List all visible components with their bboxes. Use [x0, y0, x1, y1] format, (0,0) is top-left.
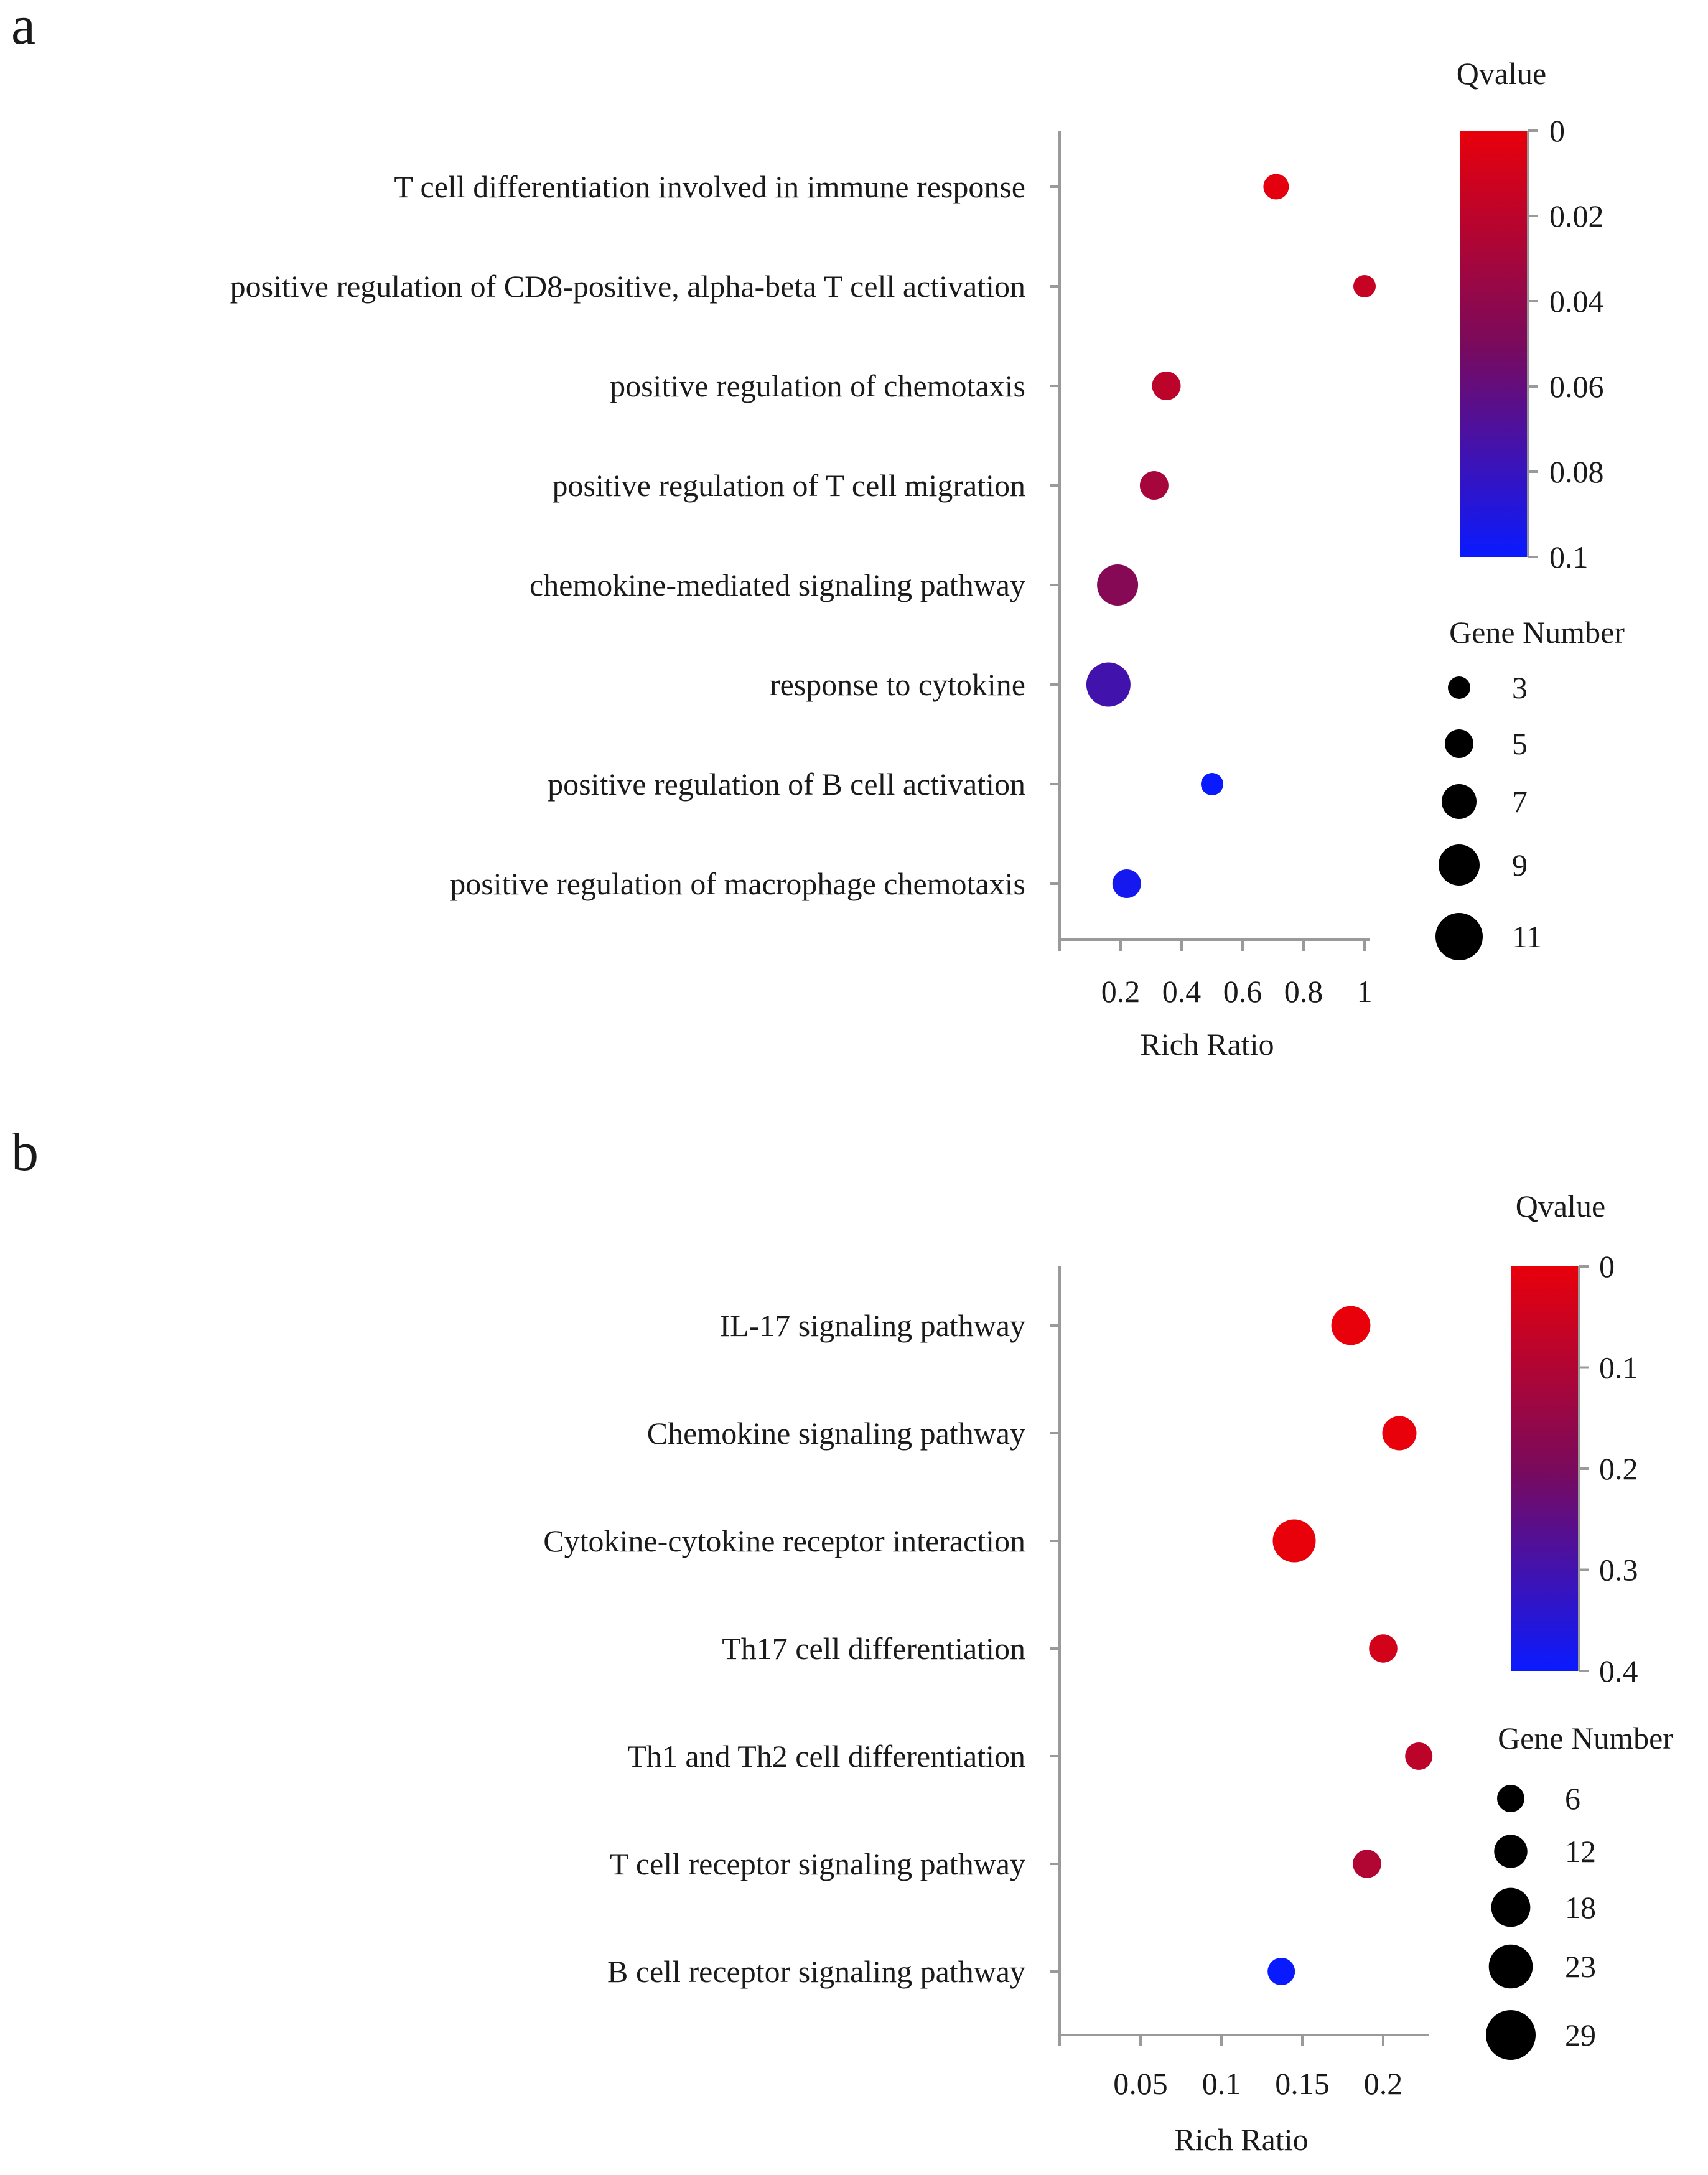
panel-a-category-label: T cell differentiation involved in immun…: [394, 169, 1025, 204]
panel-a-data-point: [1112, 869, 1141, 898]
panel-b-qvalue-legend-title: Qvalue: [1516, 1189, 1605, 1223]
panel-a-letter: a: [11, 0, 35, 56]
panel-b-size-legend-label: 6: [1565, 1781, 1580, 1816]
panel-b-size-legend-label: 23: [1565, 1949, 1596, 1984]
panel-a-colorbar-tick-label: 0.06: [1549, 369, 1604, 404]
panel-a-x-tick-label: 0.2: [1101, 974, 1141, 1009]
panel-b-x-tick-label: 0.2: [1364, 2066, 1403, 2101]
panel-a-category-label: positive regulation of macrophage chemot…: [450, 866, 1025, 901]
panel-a-data-point: [1201, 773, 1223, 795]
panel-a-x-tick-label: 0.4: [1162, 974, 1202, 1009]
panel-b-category-label: Th17 cell differentiation: [722, 1631, 1025, 1666]
panel-a-category-label: chemokine-mediated signaling pathway: [530, 568, 1025, 602]
panel-a-colorbar-tick-label: 0: [1549, 113, 1565, 148]
panel-a-size-legend-label: 5: [1512, 726, 1528, 761]
panel-a-data-point: [1263, 174, 1289, 200]
panel-b-category-label: B cell receptor signaling pathway: [607, 1954, 1025, 1989]
panel-a-colorbar-tick-label: 0.08: [1549, 454, 1604, 489]
panel-b-chart: b IL-17 signaling pathway Chemokine signal…: [11, 1133, 1673, 2157]
panel-b-data-point: [1382, 1416, 1417, 1451]
panel-a-x-axis-title: Rich Ratio: [1140, 1027, 1274, 1062]
panel-a-size-legend-dot: [1445, 729, 1473, 758]
panel-a-colorbar-tick-label: 0.02: [1549, 199, 1604, 233]
panel-b-data-point: [1331, 1306, 1371, 1345]
panel-a-size-legend-dot: [1439, 844, 1480, 886]
panel-a-x-tick-label: 0.8: [1284, 974, 1323, 1009]
panel-b-size-legend-dot: [1497, 1785, 1524, 1812]
panel-b-colorbar-tick-label: 0.2: [1599, 1451, 1638, 1486]
panel-b-data-point: [1405, 1742, 1433, 1770]
panel-a-category-label: positive regulation of B cell activation: [548, 767, 1025, 802]
panel-b-size-legend-dot: [1488, 1944, 1533, 1989]
panel-b-gene-number-legend-title: Gene Number: [1498, 1721, 1673, 1756]
panel-a-data-point: [1139, 471, 1169, 500]
panel-a-size-legend-label: 7: [1512, 784, 1528, 819]
panel-a-colorbar-tick-label: 0.04: [1549, 284, 1604, 319]
panel-a-data-point: [1353, 275, 1376, 297]
panel-b-size-legend-dot: [1491, 1887, 1531, 1927]
panel-b-colorbar-tick-label: 0.3: [1599, 1553, 1638, 1588]
panel-b-category-label: IL-17 signaling pathway: [719, 1308, 1025, 1343]
panel-b-data-point: [1267, 1958, 1295, 1985]
panel-b-colorbar-tick-label: 0.1: [1599, 1350, 1638, 1385]
panel-a-data-point: [1152, 372, 1181, 400]
panel-a-chart: a T cell differentiation involved in immu…: [11, 0, 1625, 1062]
panel-b-size-legend-dot: [1494, 1835, 1528, 1868]
panel-b-size-legend-label: 12: [1565, 1834, 1596, 1869]
panel-b-category-label: Chemokine signaling pathway: [647, 1416, 1025, 1451]
panel-a-category-label: response to cytokine: [770, 667, 1025, 702]
panel-b-category-label: Cytokine-cytokine receptor interaction: [543, 1523, 1025, 1558]
panel-a-x-tick-label: 1: [1357, 974, 1373, 1009]
panel-b-category-label: T cell receptor signaling pathway: [610, 1846, 1025, 1881]
panel-a-x-tick-label: 0.6: [1223, 974, 1262, 1009]
panel-b-letter: b: [11, 1133, 39, 1182]
panel-b-x-tick-label: 0.15: [1275, 2066, 1330, 2101]
panel-b-data-point: [1272, 1519, 1316, 1563]
panel-a-size-legend-dot: [1435, 913, 1483, 960]
panel-a-size-legend-label: 3: [1512, 670, 1528, 705]
panel-b-data-point: [1369, 1634, 1398, 1663]
panel-b-qvalue-colorbar: [1511, 1266, 1579, 1671]
panel-a-qvalue-colorbar: [1460, 131, 1528, 557]
panel-a-category-label: positive regulation of chemotaxis: [610, 368, 1025, 403]
panel-a-category-label: positive regulation of T cell migration: [553, 468, 1026, 503]
panel-a-size-legend-label: 11: [1512, 919, 1542, 954]
panel-a-colorbar-tick-label: 0.1: [1549, 540, 1589, 574]
panel-a-size-legend-dot: [1442, 784, 1477, 819]
panel-b-colorbar-tick-label: 0.4: [1599, 1653, 1638, 1688]
panel-a-category-label: positive regulation of CD8-positive, alp…: [230, 269, 1025, 304]
panel-b-size-legend-dot: [1486, 2010, 1536, 2060]
panel-a-size-legend-dot: [1448, 676, 1470, 699]
panel-b-x-tick-label: 0.1: [1202, 2066, 1241, 2101]
panel-b-data-point: [1353, 1850, 1381, 1878]
panel-b-x-tick-label: 0.05: [1113, 2066, 1168, 2101]
panel-b-size-legend-label: 29: [1565, 2018, 1596, 2052]
panel-a-size-legend-label: 9: [1512, 848, 1528, 882]
panel-b-category-label: Th1 and Th2 cell differentiation: [627, 1739, 1025, 1774]
panel-b-size-legend-label: 18: [1565, 1890, 1596, 1925]
panel-a-data-point: [1097, 564, 1139, 606]
panel-a-data-point: [1086, 662, 1131, 707]
panel-a-qvalue-legend-title: Qvalue: [1457, 56, 1546, 91]
panel-b-x-axis-title: Rich Ratio: [1174, 2122, 1308, 2157]
panel-a-gene-number-legend-title: Gene Number: [1449, 615, 1625, 650]
panel-b-colorbar-tick-label: 0: [1599, 1249, 1615, 1284]
